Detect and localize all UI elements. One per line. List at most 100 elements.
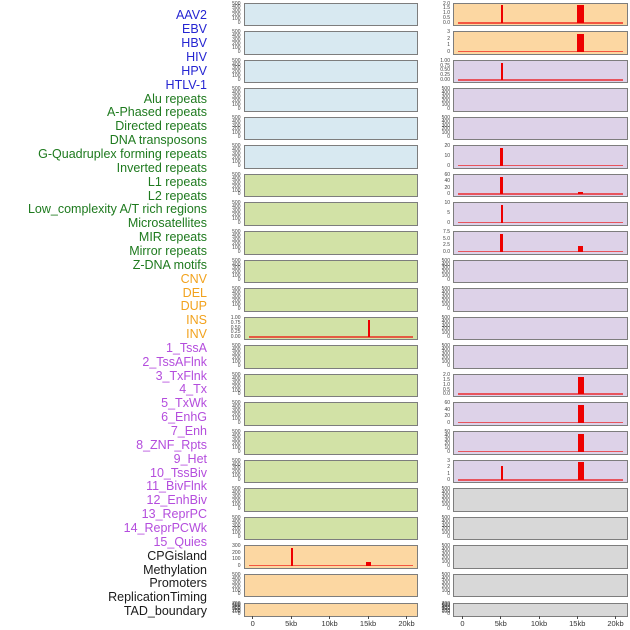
y-tick-label: 0 xyxy=(447,334,450,341)
x-tick-label: 10kb xyxy=(321,619,338,628)
y-tick-label: 0 xyxy=(237,248,241,255)
y-tick-label: 10 xyxy=(444,200,450,207)
row-label-hiv: HIV xyxy=(186,49,207,64)
row-label-mir-repeats: MIR repeats xyxy=(138,230,207,245)
y-tick-label: 0 xyxy=(447,162,450,169)
x-tick-mark xyxy=(500,616,502,619)
y-tick-label: 100 xyxy=(441,273,450,280)
row-label-l2-repeats: L2 repeats xyxy=(147,188,207,203)
y-tick-label: 0.5 xyxy=(443,386,450,393)
y-tick-label: 200 xyxy=(232,526,241,533)
y-tick-label: 30 xyxy=(444,436,450,443)
row-label-11-bivflnk: 11_BivFlnk xyxy=(146,479,207,494)
y-tick-label: 400 xyxy=(232,404,241,411)
y-tick-label: 100 xyxy=(441,587,450,594)
y-tick-label: 0 xyxy=(237,591,241,598)
y-tick-label: 500 xyxy=(441,286,450,293)
row-label-7-enh: 7_Enh xyxy=(170,424,207,439)
y-tick-label: 700 xyxy=(441,600,450,607)
y-tick-label: 400 xyxy=(232,518,241,525)
y-tick-label: 0 xyxy=(237,277,241,284)
row-label-cpgisland: CPGisland xyxy=(147,548,207,563)
y-tick-label: 100 xyxy=(232,556,241,563)
y-tick-label: 500 xyxy=(232,603,241,610)
row-label-z-dna-motifs: Z-DNA motifs xyxy=(132,257,207,272)
y-tick-label: 100 xyxy=(232,530,241,537)
y-tick-label: 200 xyxy=(232,269,241,276)
y-tick-label: 300 xyxy=(232,8,241,15)
y-tick-label: 400 xyxy=(441,318,450,325)
y-tick-label: 0.75 xyxy=(440,62,450,69)
y-tick-label: 300 xyxy=(232,265,241,272)
row-label-del: DEL xyxy=(182,285,207,300)
y-tick-label: 400 xyxy=(441,490,450,497)
y-tick-label: 1 xyxy=(447,470,450,477)
x-tick-mark xyxy=(576,616,578,619)
y-tick-label: 0.50 xyxy=(230,324,241,331)
track-htlv-1 xyxy=(243,145,418,169)
y-tick-label: 500 xyxy=(232,571,241,578)
y-tick-label: 2.0 xyxy=(443,0,450,7)
row-label-low-complexity-a-t-rich-regions: Low_complexity A/T rich regions xyxy=(27,202,207,217)
row-label-5-txwk: 5_TxWk xyxy=(161,396,207,411)
x-tick-label: 15kb xyxy=(569,619,586,628)
y-tick-label: 2 xyxy=(447,35,450,42)
y-tick-label: 100 xyxy=(232,244,241,251)
track-inv xyxy=(453,31,628,55)
y-tick-label: 300 xyxy=(232,151,241,158)
track-aav2 xyxy=(243,2,418,26)
y-tick-label: 400 xyxy=(232,4,241,11)
row-label-methylation: Methylation xyxy=(143,562,207,577)
y-tick-label: 100 xyxy=(232,587,241,594)
y-tick-label: 300 xyxy=(441,322,450,329)
signal-peak xyxy=(577,433,584,452)
y-tick-label: 0 xyxy=(447,448,450,455)
y-tick-label: 5.0 xyxy=(443,235,450,242)
y-tick-label: 100 xyxy=(232,473,241,480)
y-tick-label: 300 xyxy=(232,122,241,129)
y-tick-label: 200 xyxy=(232,240,241,247)
y-tick-label: 0 xyxy=(237,419,241,426)
y-tick-label: 0.00 xyxy=(440,77,450,84)
signal-baseline xyxy=(458,479,623,481)
track-15-quies xyxy=(453,459,628,484)
y-tick-label: 400 xyxy=(441,518,450,525)
row-label-3-txflnk: 3_TxFlnk xyxy=(155,368,207,383)
y-tick-label: 0 xyxy=(237,477,241,484)
y-tick-label: 200 xyxy=(232,583,241,590)
y-tick-label: 0.75 xyxy=(230,319,241,326)
y-tick-label: 100 xyxy=(441,130,450,137)
y-tick-label: 300 xyxy=(441,606,450,613)
signal-baseline xyxy=(458,393,623,395)
y-tick-label: 300 xyxy=(441,579,450,586)
track-g-quadruplex-forming-repeats xyxy=(243,288,418,312)
y-tick-label: 0 xyxy=(237,610,241,617)
y-tick-label: 0 xyxy=(237,134,241,141)
y-tick-label: 400 xyxy=(441,347,450,354)
y-tick-label: 200 xyxy=(232,212,241,219)
y-tick-label: 300 xyxy=(441,551,450,558)
row-label-g-quadruplex-forming-repeats: G-Quadruplex forming repeats xyxy=(38,146,207,161)
y-tick-label: 0 xyxy=(447,48,450,55)
y-tick-label: 300 xyxy=(232,465,241,472)
y-tick-label: 400 xyxy=(232,432,241,439)
y-tick-label: 200 xyxy=(232,297,241,304)
y-tick-label: 200 xyxy=(441,97,450,104)
signal-baseline xyxy=(458,193,623,195)
row-label-15-quies: 15_Quies xyxy=(153,534,207,549)
signal-baseline xyxy=(458,50,623,53)
track-hpv xyxy=(243,116,418,141)
row-label-tad-boundary: TAD_boundary xyxy=(123,604,207,619)
y-tick-label: 400 xyxy=(232,175,241,182)
x-tick-mark xyxy=(406,616,407,619)
y-tick-label: 0 xyxy=(237,77,241,84)
track-l2-repeats xyxy=(243,373,418,398)
track-replicationtiming xyxy=(453,573,628,598)
y-tick-label: 0 xyxy=(447,305,450,312)
track-ins xyxy=(453,2,628,26)
y-tick-label: 100 xyxy=(232,301,241,308)
y-tick-label: 200 xyxy=(232,12,241,19)
y-tick-label: 300 xyxy=(232,65,241,72)
y-tick-label: 200 xyxy=(232,383,241,390)
x-tick-label: 5kb xyxy=(494,619,507,628)
